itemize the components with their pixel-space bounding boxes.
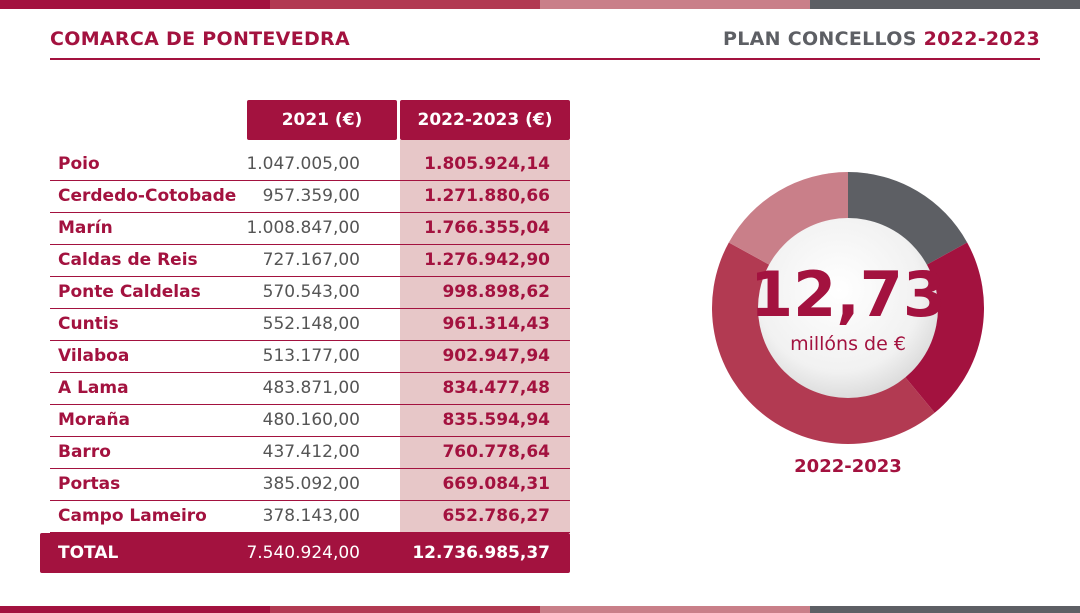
table-row: Portas 385.092,00 669.084,31 <box>50 468 570 501</box>
value-2021: 480.160,00 <box>262 410 360 430</box>
total-row: TOTAL 7.540.924,00 12.736.985,37 <box>40 533 570 573</box>
table-row: Cerdedo-Cotobade 957.359,00 1.271.880,66 <box>50 180 570 213</box>
municipality-name: Moraña <box>58 410 131 430</box>
value-2021: 727.167,00 <box>262 250 360 270</box>
value-2022-2023: 1.271.880,66 <box>424 186 550 206</box>
table-row: Ponte Caldelas 570.543,00 998.898,62 <box>50 276 570 309</box>
total-label: TOTAL <box>58 543 119 563</box>
donut-center-value: 12,73 <box>750 258 946 331</box>
value-2021: 437.412,00 <box>262 442 360 462</box>
municipality-name: Ponte Caldelas <box>58 282 201 302</box>
value-2022-2023: 652.786,27 <box>442 506 550 526</box>
municipality-name: Poio <box>58 154 100 174</box>
table-row: Barro 437.412,00 760.778,64 <box>50 436 570 469</box>
region-title: COMARCA DE PONTEVEDRA <box>50 28 350 50</box>
value-2022-2023: 669.084,31 <box>442 474 550 494</box>
total-2021: 7.540.924,00 <box>246 543 360 563</box>
donut-chart: 12,73 millóns de € <box>712 172 984 444</box>
municipality-name: Caldas de Reis <box>58 250 198 270</box>
value-2022-2023: 835.594,94 <box>442 410 550 430</box>
value-2022-2023: 834.477,48 <box>442 378 550 398</box>
table-row: Marín 1.008.847,00 1.766.355,04 <box>50 212 570 245</box>
value-2021: 1.047.005,00 <box>246 154 360 174</box>
municipality-name: Campo Lameiro <box>58 506 207 526</box>
municipality-name: Vilaboa <box>58 346 130 366</box>
value-2022-2023: 760.778,64 <box>442 442 550 462</box>
table-row: A Lama 483.871,00 834.477,48 <box>50 372 570 405</box>
value-2022-2023: 1.276.942,90 <box>424 250 550 270</box>
table-row: Cuntis 552.148,00 961.314,43 <box>50 308 570 341</box>
municipality-name: Portas <box>58 474 121 494</box>
highlight-column <box>400 140 570 532</box>
donut-center-unit: millóns de € <box>790 333 906 355</box>
table-row: Caldas de Reis 727.167,00 1.276.942,90 <box>50 244 570 277</box>
donut-center-disc <box>758 218 938 398</box>
total-2022-2023: 12.736.985,37 <box>412 543 550 563</box>
municipality-name: Cuntis <box>58 314 119 334</box>
value-2021: 385.092,00 <box>262 474 360 494</box>
municipality-name: A Lama <box>58 378 129 398</box>
bottom-color-bar <box>0 606 1080 613</box>
page-header: COMARCA DE PONTEVEDRA PLAN CONCELLOS 202… <box>50 28 1040 60</box>
value-2022-2023: 1.805.924,14 <box>424 154 550 174</box>
value-2021: 513.177,00 <box>262 346 360 366</box>
plan-title-year: 2022-2023 <box>923 28 1040 50</box>
table-row: Moraña 480.160,00 835.594,94 <box>50 404 570 437</box>
value-2022-2023: 902.947,94 <box>442 346 550 366</box>
value-2021: 570.543,00 <box>262 282 360 302</box>
municipality-name: Cerdedo-Cotobade <box>58 186 237 206</box>
column-header-2022-2023: 2022-2023 (€) <box>400 100 570 140</box>
table-row: Poio 1.047.005,00 1.805.924,14 <box>50 148 570 181</box>
value-2021: 1.008.847,00 <box>246 218 360 238</box>
column-header-2021: 2021 (€) <box>247 100 397 140</box>
value-2022-2023: 998.898,62 <box>442 282 550 302</box>
municipality-name: Barro <box>58 442 111 462</box>
value-2021: 552.148,00 <box>262 314 360 334</box>
value-2021: 483.871,00 <box>262 378 360 398</box>
donut-period-label: 2022-2023 <box>794 456 902 477</box>
value-2022-2023: 961.314,43 <box>442 314 550 334</box>
plan-title: PLAN CONCELLOS 2022-2023 <box>723 28 1040 50</box>
value-2021: 957.359,00 <box>262 186 360 206</box>
table-row: Campo Lameiro 378.143,00 652.786,27 <box>50 500 570 533</box>
table-row: Vilaboa 513.177,00 902.947,94 <box>50 340 570 373</box>
value-2022-2023: 1.766.355,04 <box>424 218 550 238</box>
plan-title-prefix: PLAN CONCELLOS <box>722 28 917 50</box>
top-color-bar <box>0 0 1080 9</box>
municipality-name: Marín <box>58 218 113 238</box>
value-2021: 378.143,00 <box>262 506 360 526</box>
